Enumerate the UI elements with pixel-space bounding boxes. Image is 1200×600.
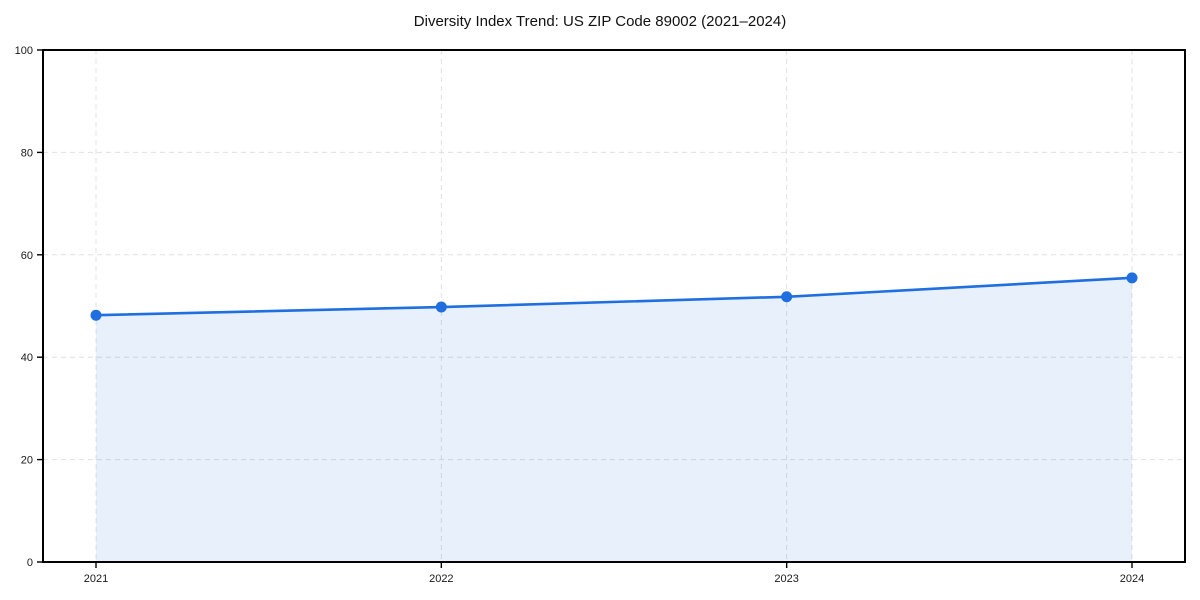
data-point-marker [781,291,793,303]
x-tick-label: 2022 [429,573,453,585]
x-tick-label: 2023 [774,573,798,585]
y-tick-label: 80 [21,147,33,159]
data-point-marker [435,301,447,313]
x-tick-label: 2024 [1120,573,1144,585]
trend-line [94,276,1134,317]
y-tick-label: 40 [21,352,33,364]
chart-title: Diversity Index Trend: US ZIP Code 89002… [413,13,787,30]
data-point-marker [1126,272,1138,284]
x-tick-label: 2021 [84,573,108,585]
y-tick-label: 60 [21,250,33,262]
area-fill [96,277,1132,562]
axes-spines [42,49,1186,563]
y-tick-label: 0 [27,557,33,569]
y-tick-label: 20 [21,455,33,467]
y-tick-label: 100 [15,45,33,57]
data-point-marker [90,309,102,321]
